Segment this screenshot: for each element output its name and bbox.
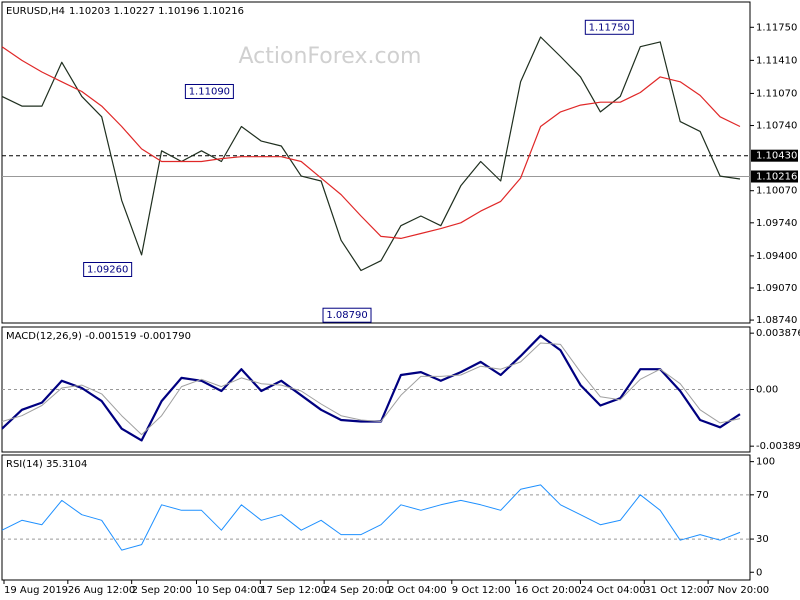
y-tick-label: 1.11070 <box>756 88 797 99</box>
series-line <box>1 36 741 272</box>
x-tick-label: 26 Aug 12:00 <box>68 585 135 596</box>
y-tick-label: 100 <box>756 457 775 468</box>
pane-frame <box>1 1 751 324</box>
annotation-label: 1.08790 <box>326 310 367 321</box>
pane-title: RSI(14) 35.3104 <box>6 459 87 470</box>
price-line-box <box>751 170 798 183</box>
price-line-label: 1.10216 <box>756 172 797 183</box>
y-tick-label: 1.10070 <box>756 186 797 197</box>
x-tick-label: 24 Sep 20:00 <box>324 585 391 596</box>
annotation-box <box>322 307 372 323</box>
y-tick-label: 1.11750 <box>756 22 797 33</box>
annotation-box <box>184 83 234 99</box>
watermark: ActionForex.com <box>239 44 422 69</box>
y-tick-label: 1.10740 <box>756 121 797 132</box>
x-tick-label: 31 Oct 12:00 <box>644 585 709 596</box>
series-line <box>1 484 741 551</box>
x-tick-label: 24 Oct 04:00 <box>580 585 645 596</box>
x-tick-label: 2 Sep 20:00 <box>132 585 192 596</box>
price-line-box <box>751 149 798 162</box>
y-tick-label: 0 <box>756 567 762 578</box>
series-line <box>1 46 741 239</box>
x-tick-label: 17 Sep 12:00 <box>260 585 327 596</box>
x-tick-label: 9 Oct 12:00 <box>452 585 511 596</box>
series-line <box>1 342 741 436</box>
annotation-label: 1.11090 <box>189 86 230 97</box>
y-tick-label: 0.00 <box>756 385 778 396</box>
pane-subtitle: 1.10203 1.10227 1.10196 1.10216 <box>69 6 244 17</box>
y-tick-label: 1.11410 <box>756 55 797 66</box>
pane-title: EURUSD,H4 <box>6 6 65 17</box>
annotation-box <box>83 262 133 277</box>
pane-title: MACD(12,26,9) -0.001519 -0.001790 <box>6 331 191 342</box>
annotation-label: 1.11750 <box>589 22 630 33</box>
pane-frame <box>1 454 751 581</box>
x-tick-label: 19 Aug 2019 <box>4 585 68 596</box>
y-tick-label: 30 <box>756 534 769 545</box>
y-tick-label: 1.08740 <box>756 315 797 326</box>
x-tick-label: 2 Oct 04:00 <box>388 585 447 596</box>
y-tick-label: 0.003876 <box>756 328 800 339</box>
price-line-label: 1.10430 <box>756 151 797 162</box>
x-tick-label: 10 Sep 04:00 <box>196 585 263 596</box>
y-tick-label: -0.003899 <box>756 441 800 452</box>
x-tick-label: 16 Oct 20:00 <box>516 585 581 596</box>
y-tick-label: 1.09740 <box>756 218 797 229</box>
x-tick-label: 7 Nov 20:00 <box>708 585 769 596</box>
y-tick-label: 70 <box>756 490 769 501</box>
annotation-label: 1.09260 <box>87 265 128 276</box>
annotation-box <box>584 19 634 35</box>
y-tick-label: 1.09070 <box>756 283 797 294</box>
y-tick-label: 1.09400 <box>756 251 797 262</box>
